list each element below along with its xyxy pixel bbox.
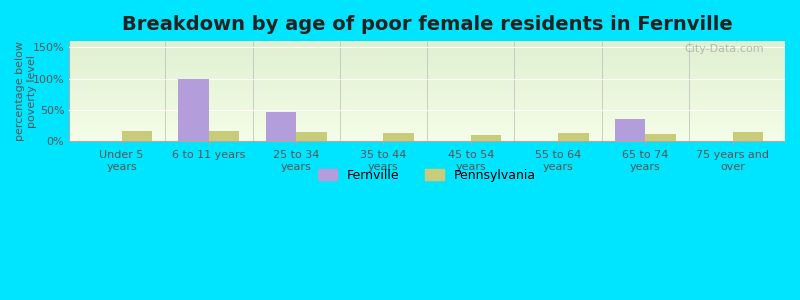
Bar <box>383 133 414 141</box>
Bar <box>178 79 209 141</box>
Bar <box>614 119 646 141</box>
Text: City-Data.com: City-Data.com <box>684 44 763 54</box>
Legend: Fernville, Pennsylvania: Fernville, Pennsylvania <box>314 164 541 187</box>
Bar <box>646 134 676 141</box>
Bar <box>470 135 502 141</box>
Y-axis label: percentage below
poverty level: percentage below poverty level <box>15 41 37 141</box>
Bar <box>266 112 296 141</box>
Bar <box>733 132 763 141</box>
Title: Breakdown by age of poor female residents in Fernville: Breakdown by age of poor female resident… <box>122 15 733 34</box>
Bar <box>558 133 589 141</box>
Bar <box>122 131 152 141</box>
Bar <box>209 131 239 141</box>
Bar <box>296 132 326 141</box>
